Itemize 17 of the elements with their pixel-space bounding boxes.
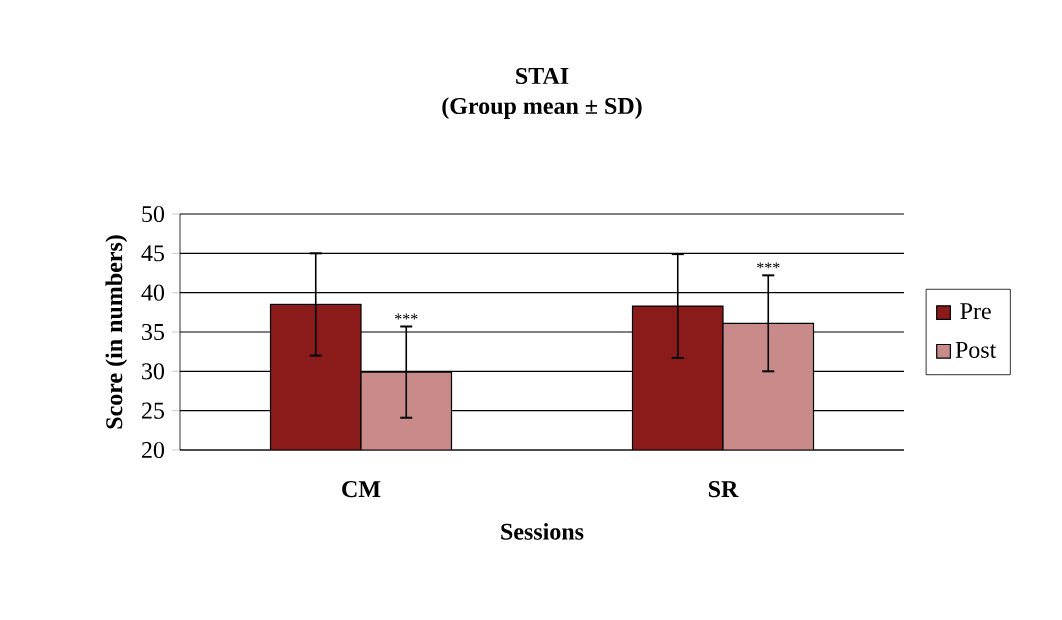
y-tick-label: 50 [142,205,165,223]
legend-label: Post [955,341,997,358]
y-tick-label: 25 [142,402,165,419]
y-tick-label: 20 [142,441,165,459]
annotation: *** [395,313,418,320]
y-tick-label: 40 [141,284,165,301]
y-tick-label: 45 [141,245,165,262]
x-axis-title: Sessions [501,522,584,540]
x-tick-label: CM [342,481,381,498]
chart-title: STAI [516,67,569,85]
chart-subtitle: (Group mean ± SD) [442,97,642,119]
y-tick-label: 35 [142,323,165,341]
x-tick-label: SR [708,481,739,498]
annotation: *** [757,262,780,269]
legend-label: Pre [960,303,991,320]
y-tick-label: 30 [142,363,165,380]
y-axis-title: Score (in numbers) [105,235,128,429]
